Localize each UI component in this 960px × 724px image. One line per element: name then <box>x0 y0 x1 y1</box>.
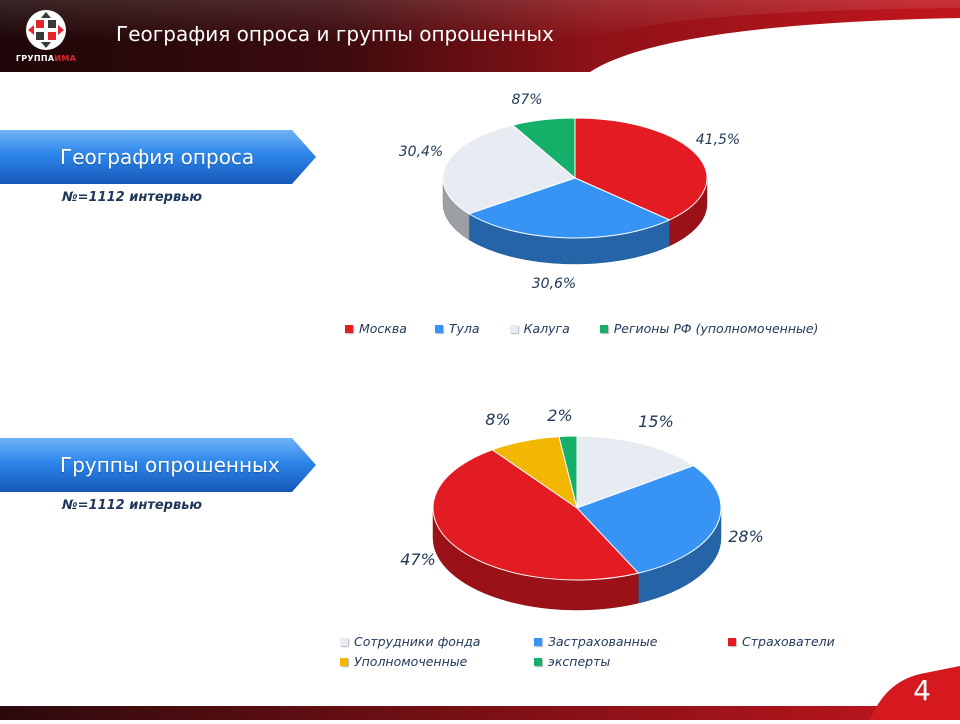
section2-tab-label: Группы опрошенных <box>60 453 280 477</box>
legend-label: Тула <box>448 321 480 336</box>
pie-data-label: 87% <box>511 92 542 108</box>
legend-label: Уполномоченные <box>354 654 468 669</box>
section1-tab-label: География опроса <box>60 145 255 169</box>
pie-data-label: 2% <box>547 406 572 425</box>
page-title: География опроса и группы опрошенных <box>116 22 554 46</box>
pie-chart-1: 41,5% 30,6% 30,4% 87% <box>399 92 740 292</box>
logo-text: ГРУППАИМА <box>15 54 77 63</box>
pie-data-label: 15% <box>638 412 674 431</box>
legend-item: Сотрудники фонда <box>340 634 534 649</box>
pie-slice-5 <box>558 435 578 509</box>
pie-chart-2: 15% 28% 47% 8% 2% <box>400 406 764 611</box>
header-bar: ГРУППАИМА География опроса и группы опро… <box>0 0 960 72</box>
pie-slice-3 <box>432 449 640 581</box>
legend-label: Москва <box>359 321 407 336</box>
legend-swatch <box>340 637 348 646</box>
legend-item: эксперты <box>534 654 610 669</box>
legend-label: Сотрудники фонда <box>354 634 481 649</box>
pie-data-label: 47% <box>400 550 436 569</box>
pie-side-walls <box>442 177 708 265</box>
legend-item: Тула <box>434 321 480 336</box>
legend-label: Калуга <box>523 321 570 336</box>
legend-item: Уполномоченные <box>340 654 534 669</box>
legend-swatch <box>340 657 348 666</box>
chart2-legend-row1: Сотрудники фонда Застрахованные Страхова… <box>340 634 835 649</box>
legend-item: Москва <box>345 321 407 336</box>
legend-swatch <box>534 637 542 646</box>
legend-label: Страхователи <box>742 634 835 649</box>
pie-data-label: 30,6% <box>532 276 576 292</box>
legend-swatch <box>534 657 542 666</box>
footer-bar <box>0 666 960 720</box>
chart1-legend: Москва Тула Калуга Регионы РФ (уполномоч… <box>345 321 818 336</box>
pie-slice-3 <box>442 124 576 215</box>
legend-label: эксперты <box>548 654 611 669</box>
pie-data-label: 41,5% <box>696 132 740 148</box>
pie-slice-1 <box>574 117 708 221</box>
legend-swatch <box>509 324 518 333</box>
header-background <box>0 0 960 72</box>
page-number: 4 <box>913 674 931 707</box>
pie-data-label: 30,4% <box>399 144 443 160</box>
pie-data-label: 28% <box>728 527 764 546</box>
legend-item: Застрахованные <box>534 634 728 649</box>
chart2-legend-row2: Уполномоченные эксперты <box>340 654 610 669</box>
legend-swatch <box>599 324 608 333</box>
legend-swatch <box>728 637 736 646</box>
pie-data-label: 8% <box>485 410 510 429</box>
legend-swatch <box>434 324 443 333</box>
pie-slice-4 <box>511 117 576 180</box>
legend-item: Страхователи <box>728 634 835 649</box>
logo-emblem-icon <box>26 10 66 50</box>
legend-swatch <box>345 324 353 333</box>
company-logo: ГРУППАИМА <box>14 8 78 68</box>
section1-note: №=1112 интервью <box>62 190 203 205</box>
legend-item: Калуга <box>509 321 570 336</box>
pie-slice-2 <box>467 177 671 239</box>
pie-slice-2 <box>576 465 722 574</box>
legend-label: Регионы РФ (уполномоченные) <box>613 321 819 336</box>
legend-label: Застрахованные <box>548 634 658 649</box>
footer-background <box>0 666 960 720</box>
legend-item: Регионы РФ (уполномоченные) <box>599 321 819 336</box>
pie-slice-1 <box>576 435 695 509</box>
section2-note: №=1112 интервью <box>62 498 203 513</box>
